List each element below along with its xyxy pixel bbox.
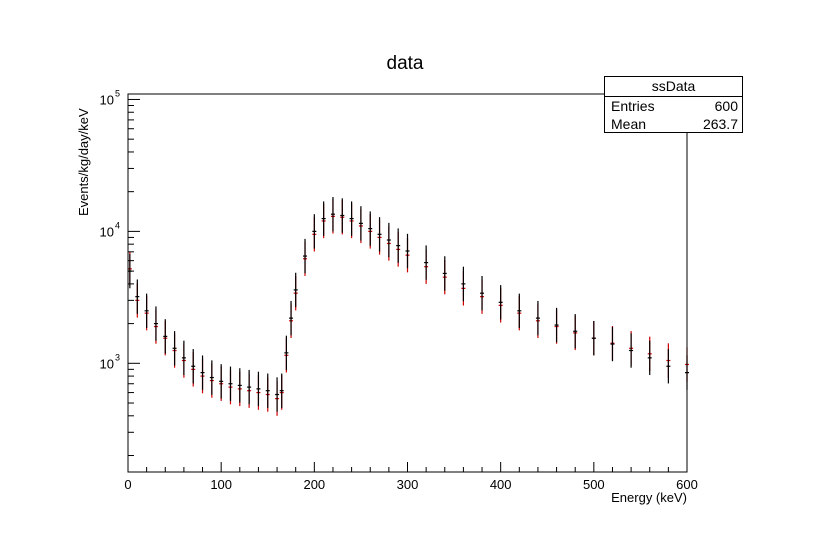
x-tick-label: 0 (124, 477, 131, 492)
x-tick-label: 600 (676, 477, 698, 492)
y-tick-exponent: 4 (115, 220, 120, 230)
stats-mean-label: Mean (611, 116, 647, 132)
stats-title: ssData (605, 77, 742, 97)
y-tick-exponent: 5 (115, 88, 120, 98)
stats-mean-row: Mean 263.7 (605, 115, 742, 133)
data-marks (127, 196, 689, 416)
stats-mean-value: 263.7 (702, 116, 738, 132)
x-axis-ticks: 0 100 200 300 400 500 600 (124, 462, 698, 492)
plot-frame (127, 93, 688, 473)
x-axis-label: Energy (keV) (611, 490, 687, 505)
y-tick-label: 10 (100, 92, 114, 107)
y-tick-exponent: 3 (115, 352, 120, 362)
x-tick-label: 300 (397, 477, 419, 492)
x-tick-label: 200 (303, 477, 325, 492)
x-tick-label: 100 (210, 477, 232, 492)
y-tick-label: 10 (100, 356, 114, 371)
stats-entries-row: Entries 600 (605, 97, 742, 115)
x-tick-label: 500 (583, 477, 605, 492)
y-axis-label: Events/kg/day/keV (76, 108, 91, 216)
y-tick-label: 10 (100, 224, 114, 239)
stats-entries-value: 600 (714, 98, 738, 114)
x-tick-label: 400 (490, 477, 512, 492)
stats-box: ssData Entries 600 Mean 263.7 (604, 76, 743, 133)
stats-entries-label: Entries (611, 98, 655, 114)
chart-title: data (387, 53, 424, 74)
